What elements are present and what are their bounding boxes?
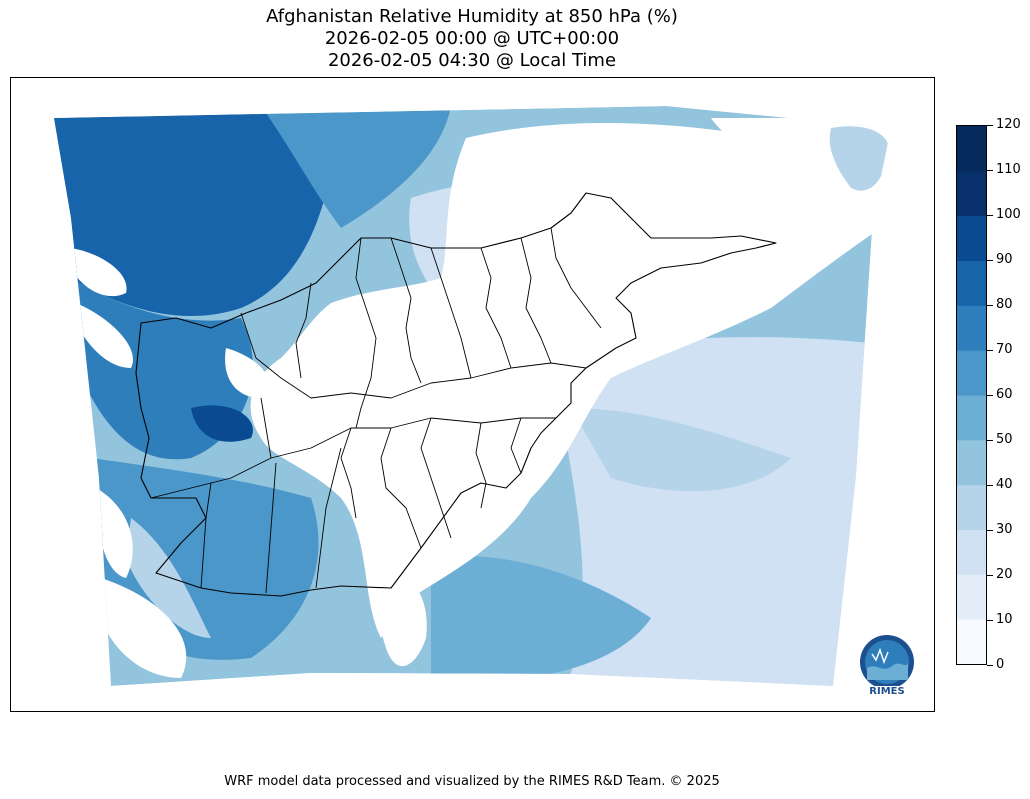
afghanistan-border	[135, 192, 777, 597]
colorbar-tick-label: 110	[996, 162, 1021, 177]
title-line-2: 2026-02-05 00:00 @ UTC+00:00	[324, 28, 620, 49]
colorbar-segment	[957, 395, 986, 441]
colorbar-tick-mark	[987, 484, 993, 486]
field-nw-dark	[54, 106, 341, 317]
title-line-3: 2026-02-05 04:30 @ Local Time	[327, 50, 617, 71]
colorbar-tick-label: 0	[996, 657, 1005, 672]
masked-terrain-main	[250, 123, 891, 638]
colorbar-segment	[957, 350, 986, 396]
rimes-logo-icon	[860, 635, 914, 698]
field-se-mid	[571, 408, 791, 492]
colorbar-tick-mark	[987, 529, 993, 531]
masked-sw-patch	[101, 578, 187, 678]
map-panel	[10, 77, 935, 712]
colorbar-segment	[957, 215, 986, 261]
field-sw-light	[126, 518, 211, 638]
colorbar-tick-mark	[987, 349, 993, 351]
title-line-1: Afghanistan Relative Humidity at 850 hPa…	[266, 6, 678, 27]
masked-w-patch-2	[225, 348, 269, 398]
colorbar-segment	[957, 439, 986, 486]
colorbar-tick-label: 100	[996, 207, 1021, 222]
masked-w-patch-1	[96, 488, 133, 578]
humidity-map	[11, 78, 934, 711]
colorbar-tick-label: 30	[996, 522, 1013, 537]
colorbar-segment	[957, 529, 986, 575]
colorbar-tick-label: 10	[996, 612, 1013, 627]
field-north-mid	[261, 106, 451, 228]
colorbar-gradient	[957, 126, 986, 664]
colorbar-segment	[957, 484, 986, 530]
humidity-field	[54, 106, 891, 686]
colorbar-segment	[957, 619, 986, 664]
colorbar-tick-label: 80	[996, 297, 1013, 312]
chart-title: Afghanistan Relative Humidity at 850 hPa…	[0, 6, 944, 72]
masked-nw-patch-2	[76, 303, 133, 368]
rimes-logo: RIMES	[852, 632, 922, 702]
colorbar-tick-mark	[987, 169, 993, 171]
colorbar-segment	[957, 305, 986, 351]
colorbar-segment	[957, 126, 986, 172]
colorbar	[956, 125, 987, 665]
footer-credit: WRF model data processed and visualized …	[224, 774, 720, 789]
field-south-mid	[431, 556, 651, 682]
colorbar-tick-mark	[987, 124, 993, 126]
rimes-logo-text: RIMES	[869, 686, 905, 697]
colorbar-tick-mark	[987, 439, 993, 441]
colorbar-tick-mark	[987, 259, 993, 261]
field-west-dark-core	[191, 405, 253, 442]
masked-nw-patch-1	[71, 248, 127, 297]
domain-outer-mask	[11, 78, 934, 711]
colorbar-tick-mark	[987, 619, 993, 621]
masked-south-strip	[378, 576, 427, 667]
colorbar-segment	[957, 170, 986, 217]
colorbar-tick-label: 40	[996, 477, 1013, 492]
colorbar-tick-mark	[987, 394, 993, 396]
colorbar-tick-mark	[987, 304, 993, 306]
colorbar-tick-mark	[987, 214, 993, 216]
colorbar-tick-label: 70	[996, 342, 1013, 357]
colorbar-tick-mark	[987, 664, 993, 666]
colorbar-segment	[957, 574, 986, 620]
colorbar-tick-label: 90	[996, 252, 1013, 267]
colorbar-tick-label: 60	[996, 387, 1013, 402]
colorbar-tick-mark	[987, 574, 993, 576]
colorbar-tick-label: 20	[996, 567, 1013, 582]
province-boundaries	[150, 227, 602, 594]
colorbar-tick-label: 50	[996, 432, 1013, 447]
colorbar-tick-label: 120	[996, 117, 1021, 132]
colorbar-segment	[957, 260, 986, 306]
field-ne-patch	[829, 126, 889, 191]
